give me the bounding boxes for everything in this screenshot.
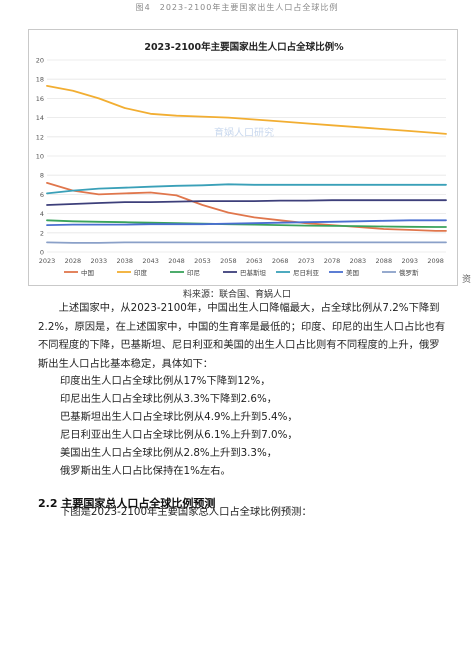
y-tick-label: 4 (40, 210, 44, 218)
x-tick-label: 2098 (427, 257, 444, 265)
list-item-india: 印度出生人口占全球比例从17%下降到12%， (60, 375, 271, 387)
y-tick-label: 12 (36, 133, 44, 141)
series-line (46, 183, 447, 195)
series-line (46, 199, 447, 206)
series-line (46, 219, 447, 228)
y-tick-label: 8 (40, 172, 44, 180)
legend-label: 印尼 (187, 269, 200, 277)
list-item-indonesia: 印尼出生人口占全球比例从3.3%下降到2.6%， (60, 393, 278, 405)
y-tick-label: 20 (36, 57, 44, 65)
paragraph-text: 上述国家中，从2023-2100年，中国出生人口降幅最大，占全球比例从7.2%下… (38, 302, 446, 370)
x-tick-label: 2073 (298, 257, 315, 265)
x-tick-label: 2028 (65, 257, 82, 265)
legend-label: 尼日利亚 (293, 268, 320, 277)
figure-caption: 图4 2023-2100年主要国家出生人口占全球比例 (135, 3, 339, 12)
list-item-nigeria: 尼日利亚出生人口占全球比例从6.1%上升到7.0%， (60, 429, 298, 441)
x-tick-label: 2033 (91, 257, 108, 265)
x-tick-label: 2023 (39, 257, 56, 265)
y-tick-label: 16 (36, 95, 44, 103)
x-tick-label: 2068 (272, 257, 289, 265)
series-line (46, 219, 447, 226)
y-tick-label: 10 (36, 153, 44, 161)
chart-container: 2023-2100年主要国家出生人口占全球比例% 育娲人口研究 0 2 4 6 8 10 12 1… (28, 29, 458, 286)
x-tick-label: 2058 (220, 257, 237, 265)
series-line (46, 241, 447, 244)
y-tick-label: 2 (40, 229, 44, 237)
x-tick-label: 2083 (350, 257, 367, 265)
chart-title: 2023-2100年主要国家出生人口占全球比例% (144, 41, 344, 53)
y-tick-label: 6 (40, 191, 44, 199)
series-line (46, 85, 447, 135)
list-item-russia: 俄罗斯出生人口占比保持在1%左右。 (60, 465, 231, 477)
legend-label: 印度 (134, 268, 148, 277)
x-tick-label: 2078 (324, 257, 341, 265)
section-intro: 下图是2023-2100年主要国家总人口占全球比例预测： (60, 506, 312, 518)
y-tick-label: 14 (36, 114, 44, 122)
x-tick-label: 2038 (116, 257, 133, 265)
x-tick-label: 2048 (168, 257, 185, 265)
line-chart: 2023-2100年主要国家出生人口占全球比例% 育娲人口研究 0 2 4 6 8 10 12 1… (36, 41, 447, 277)
x-tick-label: 2093 (401, 257, 418, 265)
x-tick-label: 2053 (194, 257, 211, 265)
legend-label: 美国 (346, 268, 359, 277)
legend-label: 巴基斯坦 (240, 268, 267, 277)
x-tick-label: 2043 (142, 257, 159, 265)
analysis-paragraph: 上述国家中，从2023-2100年，中国出生人口降幅最大，占全球比例从7.2%下… (38, 299, 448, 373)
list-item-pakistan: 巴基斯坦出生人口占全球比例从4.9%上升到5.4%， (60, 411, 298, 423)
legend-label: 俄罗斯 (399, 268, 419, 277)
y-tick-label: 0 (40, 249, 44, 257)
x-tick-label: 2063 (246, 257, 263, 265)
y-tick-label: 18 (36, 76, 44, 84)
x-tick-label: 2088 (376, 257, 393, 265)
watermark-text: 育娲人口研究 (214, 126, 274, 139)
series-line (46, 182, 447, 232)
chart-source: 料来源：联合国、育娲人口 (182, 290, 291, 300)
list-item-usa: 美国出生人口占全球比例从2.8%上升到3.3%， (60, 447, 278, 459)
section-heading: 2.2 主要国家总人口占全球比例预测 (38, 497, 216, 510)
side-fragment-text: 资 (462, 275, 472, 285)
legend-label: 中国 (81, 268, 94, 277)
